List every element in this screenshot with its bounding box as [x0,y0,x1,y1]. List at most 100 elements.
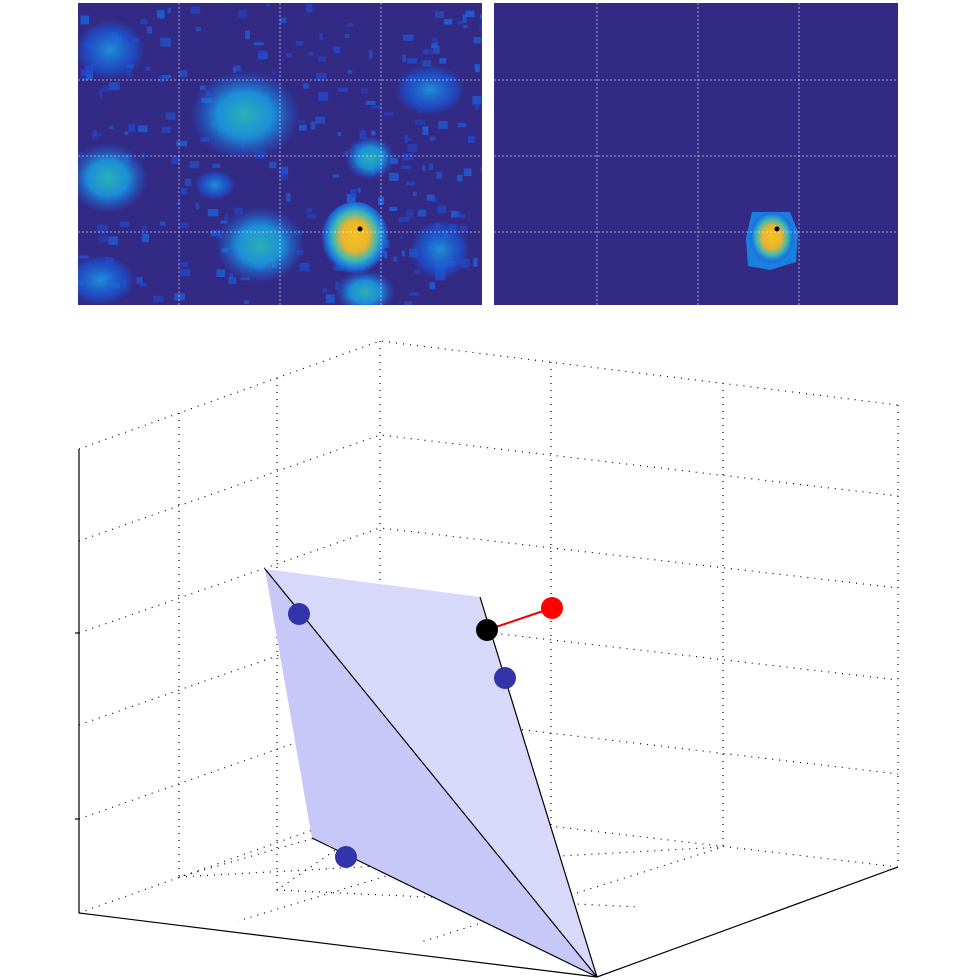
noise-cell [86,71,93,81]
noise-cell [306,3,313,13]
noise-cell [479,14,482,20]
noise-cell [139,282,147,287]
dotted-grid [78,340,899,944]
noise-cell [278,171,289,181]
noise-cell [468,135,475,143]
noise-cell [128,123,136,132]
noise-cell [167,7,172,14]
noise-cell [146,26,153,34]
noise-cell [337,87,349,92]
noise-cell [286,192,291,202]
noise-cell [404,301,413,305]
noise-cell [190,6,201,14]
noise-cell [318,92,329,101]
noise-cell [402,153,414,161]
noise-cell [404,135,408,143]
noise-cell [437,205,446,214]
noise-cell [350,188,357,198]
noise-cell [406,181,416,186]
noise-cell [332,174,340,178]
noise-cell [119,221,130,227]
noise-cell [233,65,242,72]
noise-cell [319,33,323,40]
noise-cell [306,208,312,213]
noise-cell [160,37,171,47]
noise-cell [161,74,172,79]
noise-cell [207,209,219,217]
noise-cell [298,125,307,131]
noise-cell [346,194,356,203]
noise-cell [365,100,376,105]
noise-cell [141,226,148,233]
noise-cell [216,269,226,277]
plot-3d [75,340,899,978]
noise-cell [272,71,276,75]
noise-cell [97,224,109,234]
noise-cell [450,210,460,218]
noise-cell [473,37,482,44]
noise-cell [101,85,110,92]
heatmap-left [78,3,482,305]
noise-cell [234,207,243,215]
noise-cell [138,125,148,133]
noise-cell [436,171,443,179]
noise-cell [80,15,90,25]
noise-cell [333,46,341,54]
noise-cell [402,54,406,63]
noise-cell [159,221,166,226]
noise-cell [228,276,237,285]
noise-cell [479,25,482,31]
noise-cell [429,136,436,141]
noise-cell [389,172,399,181]
noise-cell [361,88,368,94]
noise-cell [165,112,176,120]
noise-cell [295,41,304,46]
noise-cell [371,105,382,109]
noise-cell [457,174,463,182]
noise-cell [400,165,411,170]
noise-cell [431,197,438,203]
noise-cell [368,49,373,59]
noise-cell [423,48,435,55]
noise-cell [124,131,129,135]
noise-cell [93,133,102,137]
noise-cell [308,51,314,56]
noise-cell [432,45,440,54]
noise-cell [195,27,201,32]
noise-cell [401,250,406,257]
noise-cell [140,19,148,25]
noise-cell [417,209,427,217]
noise-cell [357,187,361,193]
noise-cell [224,214,229,220]
noise-cell [317,56,326,62]
noise-cell [159,12,164,19]
noise-cell [457,20,463,25]
noise-cell [347,69,353,74]
noise-cell [269,161,277,169]
noise-cell [443,18,453,25]
noise-cell [298,119,306,124]
noise-cell [414,269,421,274]
noise-cell [299,262,310,272]
noise-cell [463,24,468,29]
noise-cell [80,69,89,77]
noise-cell [279,17,287,24]
noise-cell [181,188,187,195]
noise-cell [322,288,327,293]
noise-cell [460,214,466,219]
noise-cell [407,144,418,152]
noise-cell [432,38,438,47]
point [288,603,310,625]
noise-cell [184,178,192,186]
noise-cell [176,140,188,147]
noise-cell [178,222,189,229]
noise-cell [422,165,426,171]
noise-cell [99,89,103,98]
noise-cell [82,77,86,81]
point [476,619,498,641]
noise-cell [462,14,467,23]
noise-cell [405,209,414,218]
noise-cell [346,23,354,27]
noise-cell [438,121,448,129]
noise-cell [171,155,181,164]
